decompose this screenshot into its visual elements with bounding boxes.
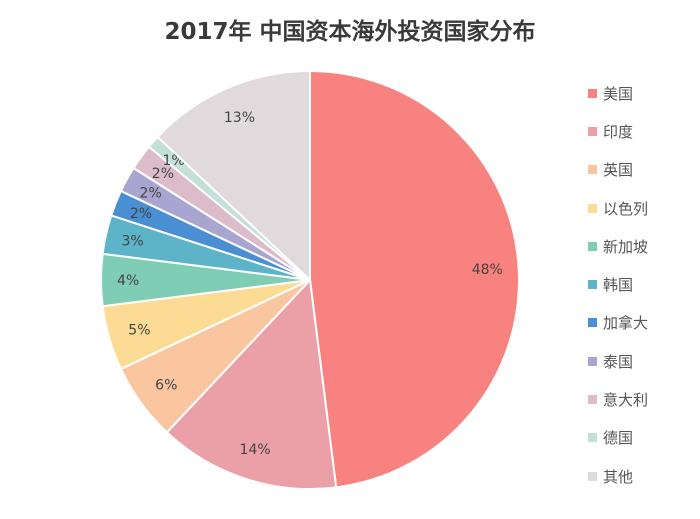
legend-item: 韩国 xyxy=(588,265,648,303)
legend-label: 其他 xyxy=(603,467,634,486)
legend-label: 新加坡 xyxy=(603,237,649,256)
legend-swatch xyxy=(588,126,597,136)
data-label: 4% xyxy=(117,273,139,289)
legend-item: 新加坡 xyxy=(588,227,648,265)
legend-item: 加拿大 xyxy=(588,304,648,342)
legend-swatch xyxy=(588,203,597,213)
legend-swatch xyxy=(588,356,597,366)
pie-slice-0 xyxy=(309,69,520,489)
data-label: 2% xyxy=(152,166,174,182)
legend-label: 以色列 xyxy=(603,199,649,218)
data-label: 5% xyxy=(128,323,150,339)
legend-swatch xyxy=(588,88,597,98)
legend-swatch xyxy=(588,471,597,481)
legend-label: 德国 xyxy=(603,429,634,448)
legend-label: 意大利 xyxy=(603,391,649,410)
legend-swatch xyxy=(588,241,597,251)
chart-title: 2017年 中国资本海外投资国家分布 xyxy=(164,19,536,45)
legend-label: 美国 xyxy=(603,84,634,103)
legend-label: 加拿大 xyxy=(603,314,649,333)
data-label: 3% xyxy=(121,233,143,249)
legend-swatch xyxy=(588,280,597,290)
data-label: 13% xyxy=(224,110,255,126)
legend-item: 以色列 xyxy=(588,189,648,227)
data-label: 2% xyxy=(130,206,152,222)
legend-item: 泰国 xyxy=(588,342,648,380)
legend-item: 德国 xyxy=(588,419,648,457)
legend-swatch xyxy=(588,165,597,175)
data-label: 6% xyxy=(155,377,177,393)
legend-label: 泰国 xyxy=(603,352,634,371)
legend-item: 其他 xyxy=(588,457,648,495)
legend: 美国印度英国以色列新加坡韩国加拿大泰国意大利德国其他 xyxy=(588,74,648,495)
legend-item: 意大利 xyxy=(588,380,648,418)
legend-label: 韩国 xyxy=(603,276,634,295)
legend-label: 英国 xyxy=(603,161,634,180)
data-label: 14% xyxy=(240,442,271,458)
legend-item: 印度 xyxy=(588,112,648,150)
legend-item: 美国 xyxy=(588,74,648,112)
data-label: 2% xyxy=(140,185,162,201)
legend-swatch xyxy=(588,433,597,443)
pie-slice-10 xyxy=(156,69,311,283)
legend-swatch xyxy=(588,318,597,328)
legend-label: 印度 xyxy=(603,122,634,141)
data-label: 48% xyxy=(472,262,503,278)
legend-item: 英国 xyxy=(588,151,648,189)
legend-swatch xyxy=(588,395,597,405)
pie-slice-1 xyxy=(165,277,338,490)
